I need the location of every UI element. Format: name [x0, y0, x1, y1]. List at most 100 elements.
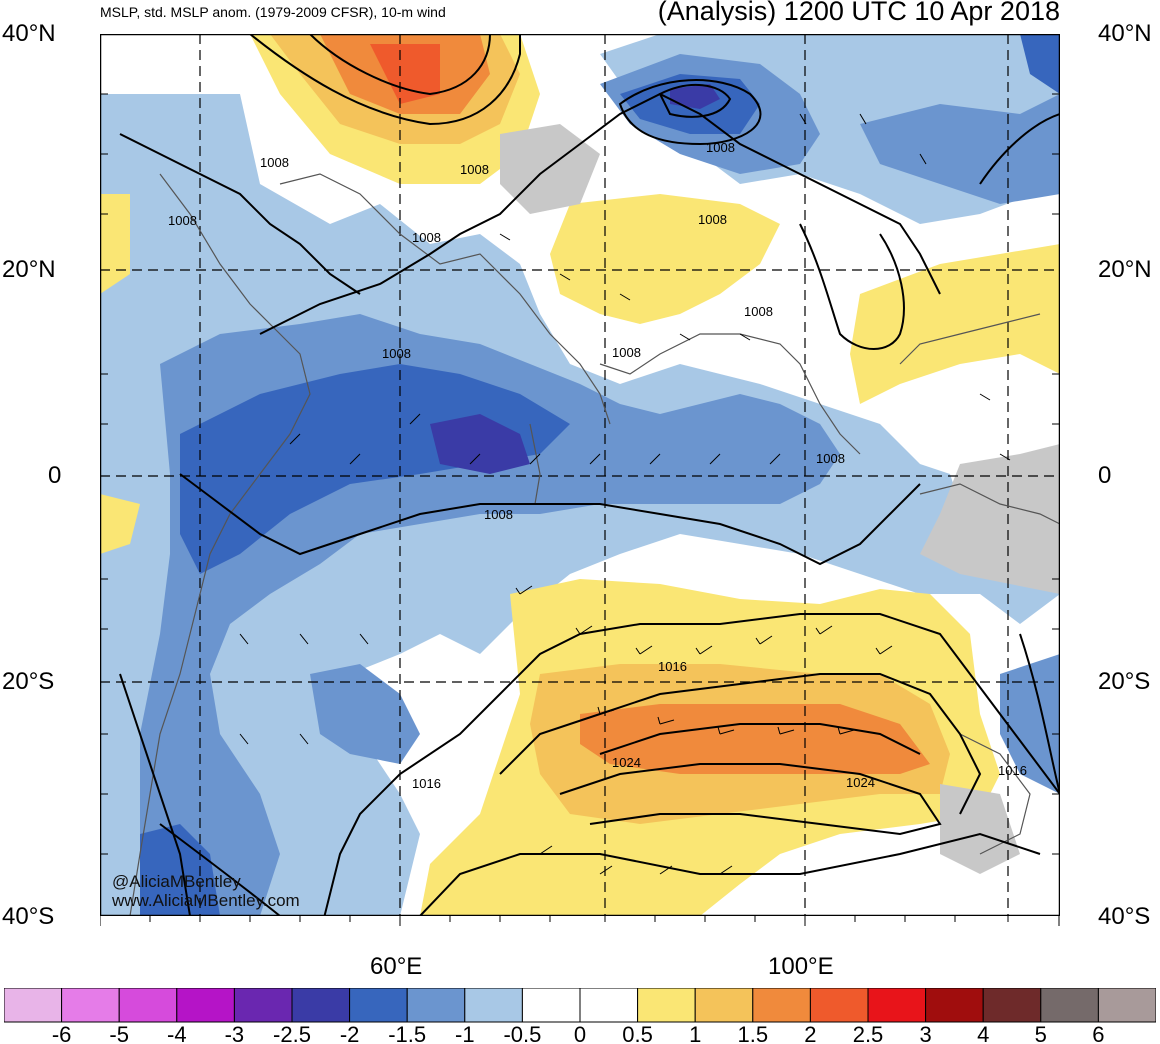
contour-label: 1008 [412, 230, 441, 245]
colorbar-swatch [694, 988, 754, 1023]
contour-label: 1008 [168, 213, 197, 228]
anomaly-region-red-nw [370, 44, 440, 104]
land-grey-east [920, 444, 1060, 594]
colorbar-swatch [4, 988, 63, 1023]
isobar-1008-equatorial [179, 473, 921, 566]
lon-label-100e: 100°E [768, 953, 834, 980]
colorbar-swatch [118, 988, 178, 1023]
colorbar-swatch [752, 988, 811, 1023]
frame-ticks [100, 93, 1060, 855]
colorbar-tick-label: -0.5 [503, 1022, 541, 1044]
contour-labels: 1008 1008 1008 1008 1008 1008 1008 1008 … [168, 140, 1027, 791]
credit-website: www.AliciaMBentley.com [112, 891, 300, 910]
colorbar-tick-label: 1 [689, 1022, 701, 1044]
land-grey-sw [940, 784, 1020, 874]
anomaly-region-medium-blue-ne2 [860, 94, 1060, 204]
isobar-east-tropics [799, 223, 905, 350]
contour-label: 1008 [706, 140, 735, 155]
map-border [100, 34, 1060, 916]
lat-label-40n-right: 40°N [1098, 20, 1152, 47]
lat-label-20n-left: 20°N [2, 256, 56, 283]
map-title: MSLP, std. MSLP anom. (1979-2009 CFSR), … [100, 4, 446, 20]
colorbar-tick-label: -1.5 [388, 1022, 426, 1044]
anomaly-region-yellow-west2 [100, 494, 140, 554]
anomaly-region-deepest-blue-n [670, 84, 720, 109]
isobar-1016-south [323, 613, 1060, 916]
colorbar-swatch [637, 988, 696, 1023]
colorbar-tick-label: 0 [574, 1022, 586, 1044]
contour-label: 1008 [484, 507, 513, 522]
anomaly-region-dark-blue-ne [1020, 34, 1060, 94]
analysis-time-title: (Analysis) 1200 UTC 10 Apr 2018 [657, 0, 1060, 26]
colorbar-swatch [176, 988, 235, 1023]
isobar-1016-inner [499, 673, 982, 815]
isobar-1016-se [419, 832, 1041, 916]
contour-label: 1008 [612, 345, 641, 360]
colorbar-swatch [291, 988, 351, 1023]
map-canvas: 1008 1008 1008 1008 1008 1008 1008 1008 … [100, 34, 1060, 916]
colorbar-swatch [867, 988, 927, 1023]
colorbar-swatch [1040, 988, 1099, 1023]
colorbar-swatch [809, 988, 869, 1023]
colorbar-svg: -6 -5 -4 -3 -2.5 -2 -1.5 -1 -0.5 0 0.5 1 1.5 2 2.5 3 4 5 6 [4, 988, 1156, 1044]
anomaly-region-medium-blue-sw [310, 664, 420, 764]
isobar-1008-north [259, 92, 941, 335]
colorbar-tick-label: 3 [919, 1022, 931, 1044]
colorbar-tick-label: 5 [1035, 1022, 1047, 1044]
colorbar-swatch [1097, 988, 1156, 1023]
map-area: 1008 1008 1008 1008 1008 1008 1008 1008 … [100, 34, 1060, 916]
colorbar-tick-label: 2.5 [853, 1022, 884, 1044]
contour-label: 1008 [382, 346, 411, 361]
lat-label-eq-left: 0 [48, 462, 62, 489]
isobar-sw2 [119, 673, 191, 916]
lat-label-20s-left: 20°S [2, 668, 55, 695]
colorbar-swatch [521, 988, 581, 1023]
anomaly-region-deepest-blue [430, 414, 530, 474]
contour-label: 1008 [744, 304, 773, 319]
contour-label: 1008 [698, 212, 727, 227]
colorbar-tick-label: -5 [109, 1022, 129, 1044]
colorbar-tick-label: -4 [167, 1022, 187, 1044]
isobar-1024 [559, 763, 942, 836]
isobar-1024-inner [599, 723, 921, 755]
colorbar-tick-label: -2 [340, 1022, 360, 1044]
colorbar-tick-label: -2.5 [273, 1022, 311, 1044]
anomaly-region-dark-blue-sw [140, 824, 220, 916]
anomaly-region-yellow-north [550, 194, 780, 324]
colorbar-swatch [579, 988, 639, 1023]
colorbar-tick-label: -3 [225, 1022, 245, 1044]
isobars [119, 34, 1060, 916]
lat-label-20s-right: 20°S [1098, 668, 1151, 695]
colorbar-swatch [464, 988, 523, 1023]
lat-label-40n-left: 40°N [2, 20, 56, 47]
colorbar-swatch [406, 988, 466, 1023]
colorbar: -6 -5 -4 -3 -2.5 -2 -1.5 -1 -0.5 0 0.5 1 1.5 2 2.5 3 4 5 6 [4, 988, 1156, 1044]
colorbar-swatch [925, 988, 984, 1023]
credit-watermark: @AliciaMBentley www.AliciaMBentley.com [112, 872, 300, 910]
isobar-high-nw [249, 34, 521, 126]
colorbar-tick-label: 0.5 [622, 1022, 653, 1044]
isobar-1008-nw [119, 133, 361, 295]
colorbar-tick-label: 2 [804, 1022, 816, 1044]
bottom-ticks [100, 916, 1060, 926]
lon-label-60e: 60°E [370, 953, 423, 980]
colorbar-swatch [349, 988, 408, 1023]
isobar-east [979, 113, 1060, 185]
contour-label: 1008 [816, 451, 845, 466]
contour-label: 1016 [998, 763, 1027, 778]
credit-handle: @AliciaMBentley [112, 872, 241, 891]
contour-label: 1008 [460, 162, 489, 177]
contour-label: 1008 [260, 155, 289, 170]
lat-label-20n-right: 20°N [1098, 256, 1152, 283]
colorbar-swatch [982, 988, 1042, 1023]
colorbar-swatch [61, 988, 120, 1023]
lat-label-40s-left: 40°S [2, 903, 55, 930]
isobar-low-north [618, 79, 762, 146]
lat-label-40s-right: 40°S [1098, 903, 1151, 930]
coastlines [129, 173, 1060, 916]
isobar-high-nw-inner [309, 34, 491, 96]
contour-label: 1024 [612, 755, 641, 770]
colorbar-tick-label: -1 [455, 1022, 475, 1044]
lat-label-eq-right: 0 [1098, 462, 1112, 489]
anomaly-region-medium-blue-se [1000, 654, 1060, 794]
